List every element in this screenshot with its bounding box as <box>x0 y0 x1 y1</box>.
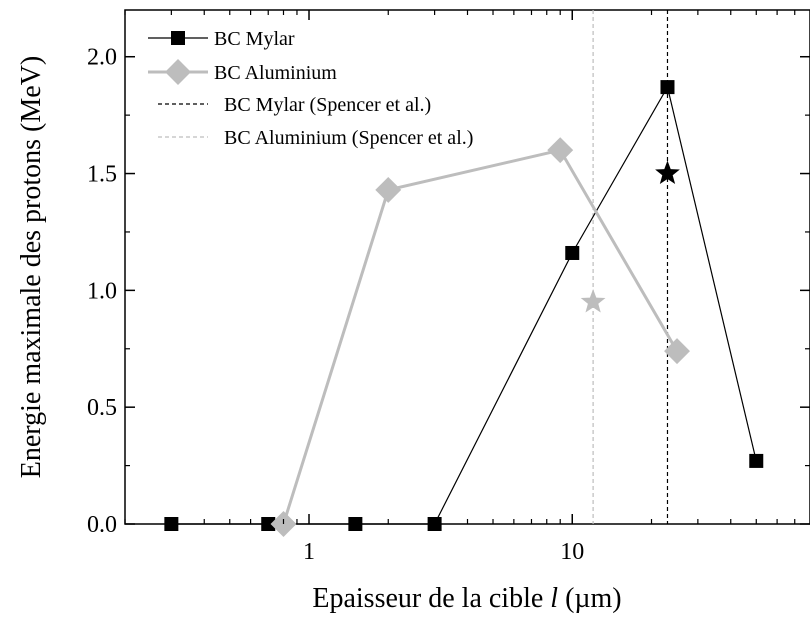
x-axis-title-variable: l <box>550 583 558 614</box>
bc-aluminium-legend-swatch-marker <box>165 59 191 85</box>
series-layer <box>164 80 764 537</box>
bc-aluminium-point <box>375 176 402 203</box>
bc-mylar-spencer-et-al-legend-label: BC Mylar (Spencer et al.) <box>224 94 431 116</box>
y-axis-title: Energie maximale des protons (MeV) <box>16 56 47 478</box>
reference-lines <box>592 10 669 524</box>
x-axis-title-text: Epaisseur de la cible <box>312 583 550 614</box>
bc-mylar-legend-label: BC Mylar <box>214 28 295 50</box>
bc-mylar-line <box>171 85 757 525</box>
x-axis-title-unit: (µm) <box>558 583 622 614</box>
bc-mylar-point <box>565 245 580 260</box>
axis-ticks: 0.0 0.5 1.0 1.5 2.0 1 10 <box>87 10 810 565</box>
bc-mylar-spencer-et-al-star <box>655 160 680 185</box>
y-tick-label: 0.0 <box>87 512 117 538</box>
x-axis-title: Epaisseur de la cible l (µm) <box>312 583 621 614</box>
x-tick-label: 10 <box>560 539 584 565</box>
y-tick-label: 1.0 <box>87 278 117 304</box>
bc-mylar-point <box>749 453 764 468</box>
bc-aluminium-spencer-et-al-legend-label: BC Aluminium (Spencer et al.) <box>224 127 473 149</box>
plot-frame <box>124 9 810 525</box>
legend: BC Mylar BC Aluminium BC Mylar (Spencer et… <box>148 28 473 149</box>
x-tick-label: 1 <box>303 539 315 565</box>
bc-aluminium-point <box>547 137 574 164</box>
bc-aluminium-legend-label: BC Aluminium <box>214 62 337 84</box>
bc-aluminium-line <box>282 148 679 525</box>
y-tick-label: 1.5 <box>87 162 117 188</box>
y-tick-label: 0.5 <box>87 395 117 421</box>
bc-mylar-point <box>660 80 675 95</box>
y-tick-label: 2.0 <box>87 45 117 71</box>
bc-mylar-point <box>348 517 363 531</box>
bc-aluminium-point <box>664 338 690 365</box>
reference-stars <box>580 160 680 313</box>
bc-aluminium-spencer-et-al-star <box>580 289 606 313</box>
bc-mylar-legend-swatch-marker <box>171 31 185 45</box>
